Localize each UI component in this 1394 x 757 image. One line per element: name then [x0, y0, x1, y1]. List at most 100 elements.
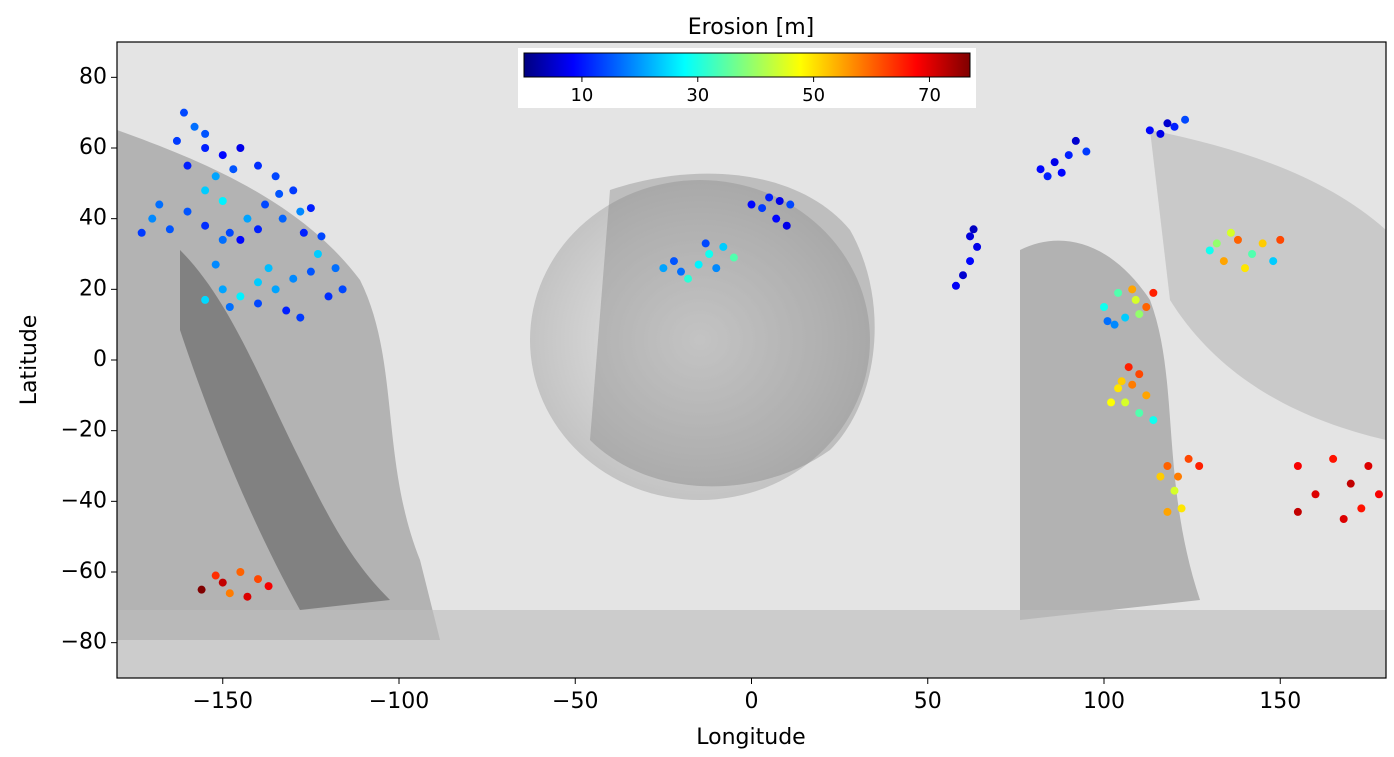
point — [306, 267, 315, 276]
point — [712, 264, 721, 273]
point — [1226, 228, 1235, 237]
point — [1145, 126, 1154, 135]
point — [236, 235, 245, 244]
point — [165, 225, 174, 234]
point — [1124, 363, 1133, 372]
point — [243, 214, 252, 223]
point — [1135, 409, 1144, 417]
point — [1100, 303, 1108, 311]
point — [1248, 250, 1257, 258]
point — [1121, 313, 1130, 322]
point — [1107, 398, 1116, 407]
point — [1174, 472, 1183, 481]
point — [254, 299, 262, 308]
y-tick-label: 60 — [79, 135, 107, 160]
point — [729, 253, 738, 262]
point — [218, 285, 227, 294]
point — [1364, 462, 1373, 470]
point — [1346, 479, 1355, 488]
point — [218, 197, 227, 205]
point — [758, 204, 767, 213]
point — [694, 260, 703, 269]
point — [1339, 515, 1348, 523]
point — [331, 264, 340, 273]
point — [1181, 115, 1190, 124]
point — [782, 221, 791, 230]
point — [183, 161, 192, 170]
point — [719, 242, 728, 251]
point — [701, 239, 710, 248]
point — [786, 200, 795, 209]
point — [966, 232, 975, 241]
point — [1142, 303, 1151, 311]
point — [275, 189, 284, 198]
x-tick-label: −100 — [369, 689, 429, 714]
point — [155, 200, 164, 209]
point — [236, 292, 245, 301]
point — [1163, 507, 1172, 516]
point — [313, 250, 322, 258]
point — [137, 228, 146, 237]
point — [1163, 462, 1172, 470]
point — [179, 108, 188, 117]
y-tick-label: 0 — [93, 347, 107, 372]
point — [282, 306, 291, 315]
point — [296, 207, 305, 216]
point — [1114, 288, 1123, 297]
point — [211, 172, 220, 181]
point — [669, 257, 678, 266]
point — [172, 136, 181, 145]
colorbar-tick-label: 30 — [686, 85, 709, 106]
y-tick-label: 80 — [79, 64, 107, 89]
point — [1212, 239, 1221, 248]
point — [296, 313, 305, 322]
x-tick-label: 100 — [1083, 689, 1125, 714]
point — [201, 221, 210, 230]
point — [211, 260, 220, 269]
point — [1195, 462, 1204, 470]
point — [1311, 490, 1320, 499]
point — [197, 585, 206, 594]
point — [289, 274, 298, 283]
point — [969, 225, 978, 234]
x-axis-label: Longitude — [696, 725, 805, 750]
point — [225, 228, 234, 237]
point — [1205, 246, 1214, 255]
y-tick-label: −40 — [61, 488, 107, 513]
point — [201, 295, 210, 304]
point — [254, 278, 262, 287]
point — [1149, 416, 1158, 425]
point — [211, 571, 220, 580]
y-tick-label: 20 — [79, 276, 107, 301]
point — [278, 214, 287, 223]
x-tick-label: −50 — [552, 689, 598, 714]
point — [1043, 172, 1052, 181]
point — [1103, 317, 1112, 326]
point — [289, 186, 298, 195]
colorbar-ramp — [523, 52, 971, 78]
point — [218, 235, 227, 244]
x-tick-label: 0 — [745, 689, 759, 714]
point — [747, 200, 756, 209]
point — [1149, 288, 1158, 297]
point — [264, 264, 273, 273]
colorbar-tick-label: 10 — [570, 85, 593, 106]
x-tick-label: 50 — [914, 689, 942, 714]
colorbar: 10 30 50 70 — [518, 48, 976, 108]
point — [1050, 158, 1059, 167]
point — [225, 589, 234, 598]
colorbar-tick-label: 50 — [802, 85, 825, 106]
point — [299, 228, 308, 237]
y-tick-label: −20 — [61, 418, 107, 443]
point — [1241, 264, 1249, 273]
point — [1269, 257, 1278, 266]
point — [1110, 320, 1119, 329]
point — [973, 242, 982, 251]
point — [229, 165, 238, 174]
point — [775, 197, 784, 205]
y-tick-label: −80 — [61, 630, 107, 655]
point — [1293, 507, 1302, 516]
point — [966, 257, 975, 266]
